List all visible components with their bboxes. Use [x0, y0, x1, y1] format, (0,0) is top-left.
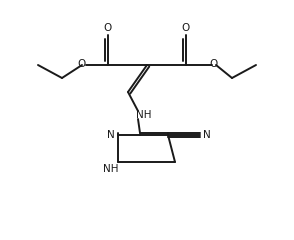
Text: O: O: [77, 59, 85, 69]
Text: NH: NH: [103, 164, 119, 174]
Text: N: N: [107, 130, 115, 140]
Text: O: O: [104, 23, 112, 33]
Text: O: O: [209, 59, 217, 69]
Text: NH: NH: [136, 110, 152, 120]
Text: N: N: [203, 130, 211, 140]
Text: O: O: [182, 23, 190, 33]
